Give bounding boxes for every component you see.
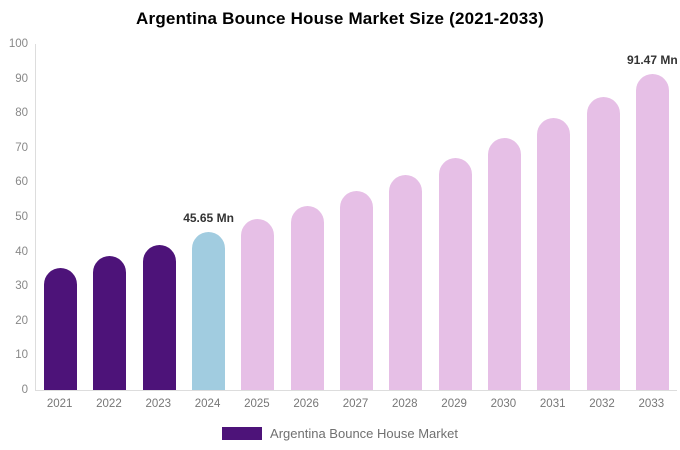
x-tick-label-2025: 2025 — [244, 398, 270, 410]
y-tick-label-30: 30 — [15, 280, 28, 293]
bar-2023[interactable] — [142, 244, 176, 390]
y-tick-label-0: 0 — [21, 384, 28, 396]
bar-2029[interactable] — [438, 157, 472, 390]
x-tick-label-2022: 2022 — [96, 398, 122, 410]
data-label-2033: 91.47 Mn — [626, 52, 678, 67]
y-tick-label-70: 70 — [15, 141, 28, 154]
bar-2022[interactable] — [93, 256, 127, 390]
y-tick-label-10: 10 — [15, 349, 28, 362]
x-tick-label-2033: 2033 — [638, 398, 665, 410]
x-tick-label-2028: 2028 — [391, 398, 418, 410]
x-tick-label-2030: 2030 — [490, 398, 517, 410]
x-tick-label-2024: 2024 — [194, 398, 221, 410]
plot-area: 45.65 Mn 91.47 Mn — [35, 44, 678, 391]
bar-2027[interactable] — [340, 190, 373, 390]
bar-2028[interactable] — [389, 174, 423, 390]
x-tick-label-2032: 2032 — [589, 398, 615, 410]
bar-2025[interactable] — [241, 219, 275, 390]
y-tick-label-20: 20 — [15, 314, 28, 327]
x-tick-label-2031: 2031 — [539, 398, 566, 410]
x-tick-label-2026: 2026 — [293, 398, 319, 410]
x-tick-label-2023: 2023 — [145, 398, 172, 410]
data-label-2024: 45.65 Mn — [183, 211, 234, 226]
y-tick-label-100: 100 — [8, 38, 28, 50]
legend[interactable]: Argentina Bounce House Market — [0, 426, 680, 441]
bar-2021[interactable] — [44, 267, 78, 390]
bar-2031[interactable] — [537, 118, 571, 390]
y-tick-label-40: 40 — [15, 245, 28, 258]
legend-label: Argentina Bounce House Market — [270, 426, 458, 441]
bar-2033[interactable] — [635, 73, 669, 390]
chart-title: Argentina Bounce House Market Size (2021… — [136, 9, 544, 28]
x-tick-label-2027: 2027 — [342, 398, 369, 410]
bar-2026[interactable] — [290, 205, 324, 390]
y-tick-label-50: 50 — [15, 211, 28, 223]
y-tick-label-80: 80 — [15, 107, 28, 120]
x-tick-label-2021: 2021 — [46, 398, 73, 410]
bar-2032[interactable] — [586, 96, 620, 390]
bar-2024[interactable] — [192, 232, 226, 390]
y-tick-label-60: 60 — [15, 176, 28, 189]
legend-swatch — [222, 427, 263, 440]
bar-2030[interactable] — [487, 138, 521, 390]
y-tick-label-90: 90 — [15, 72, 28, 85]
x-tick-label-2029: 2029 — [441, 398, 467, 410]
